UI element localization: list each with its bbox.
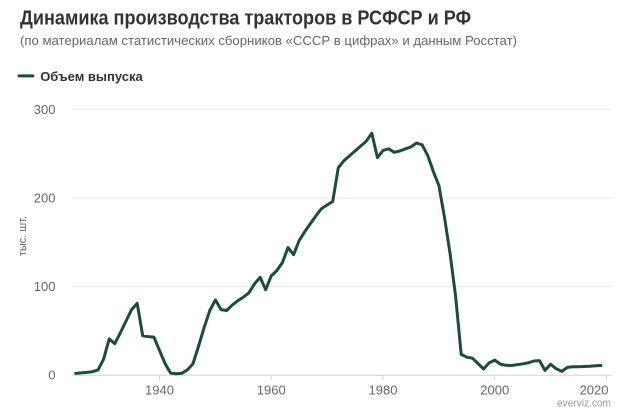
svg-text:Динамика производства тракторо: Динамика производства тракторов в РСФСР … [20,8,471,30]
svg-text:2020: 2020 [580,383,609,398]
svg-text:200: 200 [34,190,56,205]
svg-text:100: 100 [34,279,56,294]
svg-text:300: 300 [34,102,56,117]
svg-text:1960: 1960 [257,383,286,398]
svg-text:тыс. шт.: тыс. шт. [17,216,29,256]
svg-text:1980: 1980 [369,383,398,398]
svg-text:0: 0 [48,368,55,383]
svg-text:Объем выпуска: Объем выпуска [40,69,143,84]
svg-text:everviz.com: everviz.com [557,398,611,410]
svg-text:(по материалам статистических: (по материалам статистических сборников … [20,33,517,48]
svg-text:1940: 1940 [145,383,174,398]
svg-text:2000: 2000 [480,383,509,398]
